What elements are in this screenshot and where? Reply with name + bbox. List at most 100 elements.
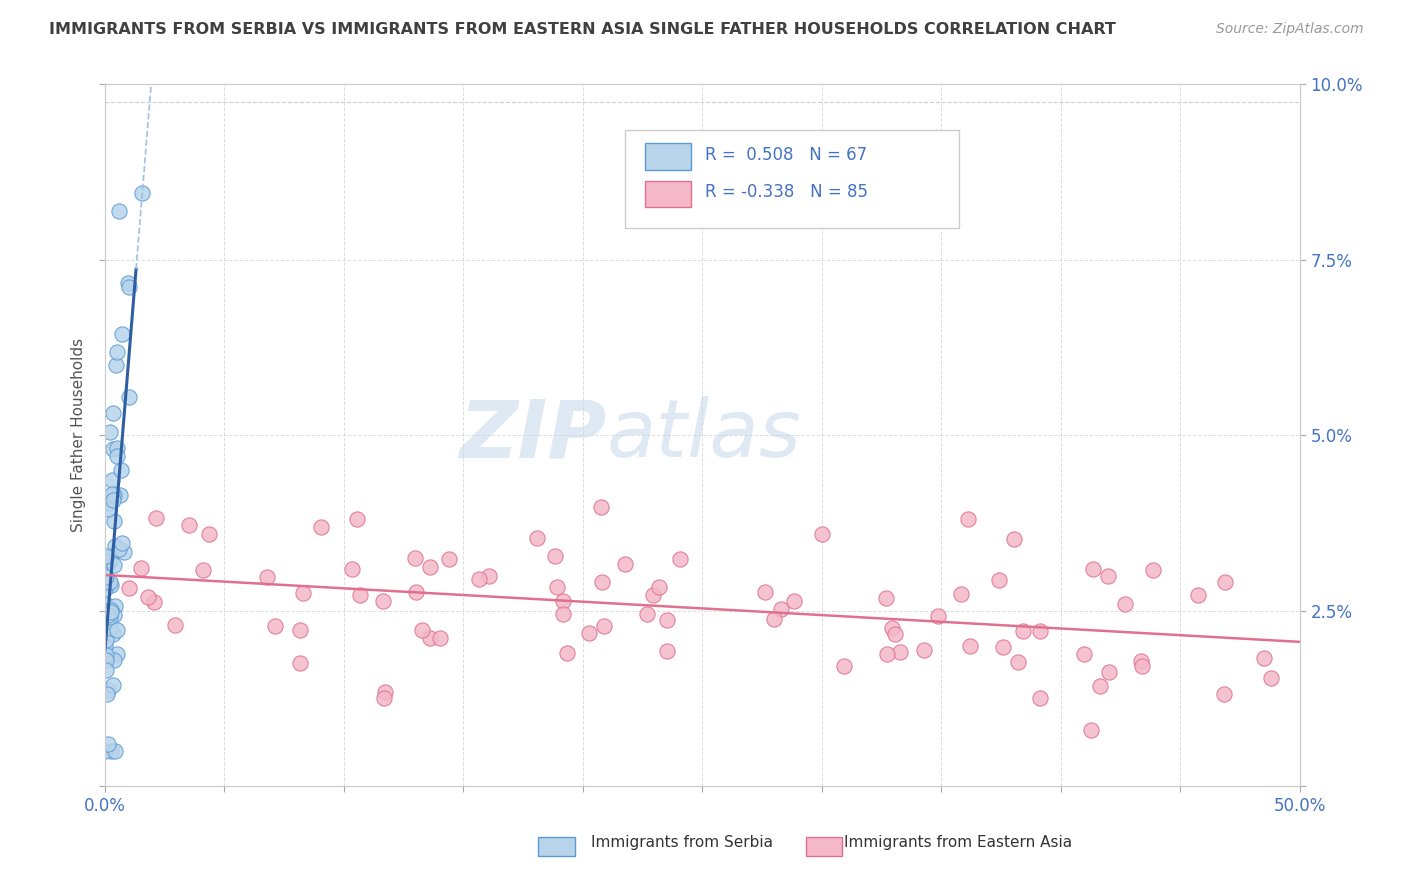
Point	[165, 618, 187, 632]
Point	[145, 511, 167, 525]
Point	[1213, 574, 1236, 589]
Point	[100, 578, 122, 592]
Point	[1253, 650, 1275, 665]
Point	[1090, 679, 1112, 693]
Text: Source: ZipAtlas.com: Source: ZipAtlas.com	[1216, 22, 1364, 37]
Point	[373, 594, 395, 608]
Point	[118, 280, 141, 294]
Point	[636, 607, 658, 622]
Point	[111, 536, 134, 550]
Point	[97, 576, 120, 591]
Point	[96, 615, 118, 629]
Point	[1142, 563, 1164, 577]
Point	[177, 518, 200, 533]
Point	[142, 595, 165, 609]
Point	[309, 519, 332, 533]
Point	[834, 658, 856, 673]
Point	[94, 582, 117, 597]
Point	[1187, 588, 1209, 602]
Point	[101, 406, 124, 420]
Point	[97, 501, 120, 516]
Point	[889, 645, 911, 659]
Point	[264, 619, 287, 633]
Point	[468, 572, 491, 586]
Point	[101, 442, 124, 457]
Point	[129, 561, 152, 575]
Y-axis label: Single Father Households: Single Father Households	[72, 338, 86, 533]
Point	[1080, 723, 1102, 737]
Point	[641, 588, 664, 602]
Point	[439, 551, 461, 566]
Point	[478, 569, 501, 583]
Point	[98, 496, 121, 510]
Text: atlas: atlas	[607, 396, 801, 475]
Point	[404, 551, 426, 566]
Point	[1007, 655, 1029, 669]
Bar	[645, 180, 690, 207]
Point	[884, 627, 907, 641]
Point	[104, 744, 127, 758]
Text: ZIP: ZIP	[460, 396, 607, 475]
Point	[96, 570, 118, 584]
Text: Immigrants from Serbia: Immigrants from Serbia	[591, 836, 772, 850]
Point	[1002, 532, 1025, 546]
Point	[118, 390, 141, 404]
Point	[94, 604, 117, 618]
Point	[107, 541, 129, 556]
Point	[346, 512, 368, 526]
Point	[103, 488, 125, 502]
Point	[98, 606, 121, 620]
Point	[100, 744, 122, 758]
Point	[591, 574, 613, 589]
Point	[648, 580, 671, 594]
Point	[526, 531, 548, 545]
Point	[949, 587, 972, 601]
Point	[98, 609, 121, 624]
Point	[349, 589, 371, 603]
Point	[100, 605, 122, 619]
Point	[555, 646, 578, 660]
Point	[912, 642, 935, 657]
Point	[754, 585, 776, 599]
Point	[927, 608, 949, 623]
Point	[411, 623, 433, 637]
Point	[543, 549, 565, 563]
Point	[97, 737, 120, 751]
Point	[101, 627, 124, 641]
Point	[373, 691, 395, 706]
Point	[810, 526, 832, 541]
Point	[94, 744, 117, 758]
Point	[111, 326, 134, 341]
Point	[419, 560, 441, 574]
Point	[98, 550, 121, 565]
Point	[100, 603, 122, 617]
Point	[1130, 659, 1153, 673]
Point	[103, 653, 125, 667]
Point	[876, 647, 898, 661]
Point	[875, 591, 897, 605]
Point	[117, 276, 139, 290]
Point	[104, 599, 127, 613]
Point	[98, 554, 121, 568]
Point	[769, 601, 792, 615]
Point	[614, 557, 637, 571]
Point	[98, 425, 121, 440]
Point	[131, 186, 153, 201]
Point	[97, 606, 120, 620]
Point	[342, 562, 364, 576]
Point	[101, 473, 124, 487]
Point	[1098, 665, 1121, 679]
Point	[988, 573, 1011, 587]
Point	[96, 648, 118, 662]
Point	[105, 623, 128, 637]
Point	[655, 613, 678, 627]
Point	[959, 639, 981, 653]
Point	[1029, 624, 1052, 638]
Point	[578, 625, 600, 640]
Point	[290, 624, 312, 638]
Point	[98, 618, 121, 632]
Point	[1114, 597, 1136, 611]
Point	[94, 633, 117, 648]
Point	[100, 621, 122, 635]
Point	[96, 549, 118, 563]
